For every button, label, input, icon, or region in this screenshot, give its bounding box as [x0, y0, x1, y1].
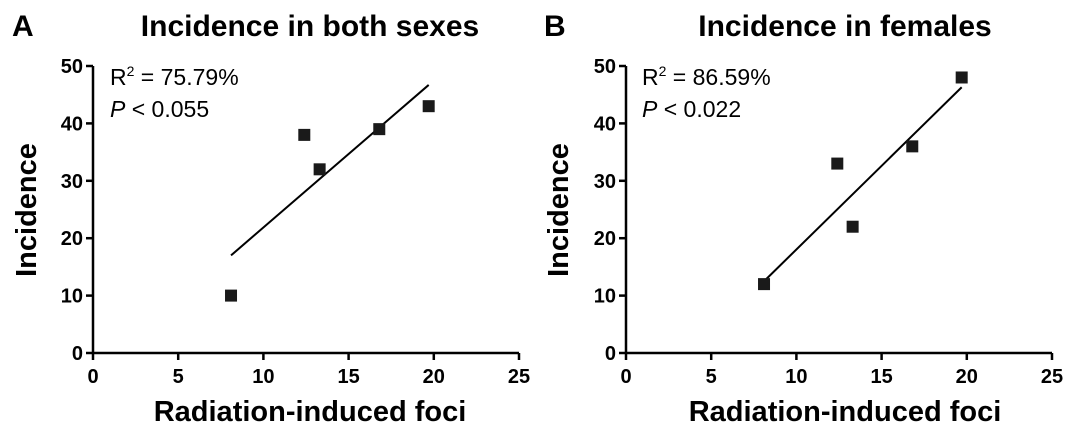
x-tick-label: 25	[1041, 366, 1063, 388]
r-squared-annotation: R2 = 86.59%	[642, 63, 771, 90]
y-tick-label: 50	[61, 56, 83, 78]
x-tick-label: 25	[508, 366, 530, 388]
y-tick-label: 0	[72, 343, 83, 365]
x-tick-label: 5	[706, 366, 717, 388]
panel-letter: B	[544, 10, 566, 43]
y-tick-label: 40	[61, 113, 83, 135]
data-point	[422, 100, 435, 113]
x-tick-label: 0	[620, 366, 631, 388]
x-axis-title: Radiation-induced foci	[154, 396, 467, 428]
data-point	[906, 140, 919, 153]
data-point	[373, 123, 386, 136]
data-point	[846, 220, 859, 233]
x-tick-label: 5	[173, 366, 184, 388]
y-tick-label: 10	[61, 286, 83, 308]
y-tick-label: 20	[594, 228, 616, 250]
chart-title: Incidence in both sexes	[141, 10, 479, 43]
x-tick-label: 10	[785, 366, 807, 388]
x-tick-label: 15	[870, 366, 892, 388]
panel-b: B Incidence in females Incidence Radiati…	[543, 10, 1063, 428]
panel-letter: A	[12, 10, 34, 43]
y-tick-label: 10	[594, 286, 616, 308]
y-tick-label: 40	[594, 113, 616, 135]
y-tick-label: 0	[605, 343, 616, 365]
data-point	[313, 163, 326, 176]
y-tick-label: 30	[61, 171, 83, 193]
data-point	[955, 71, 968, 84]
p-value-annotation: P < 0.055	[110, 96, 209, 122]
p-value-annotation: P < 0.022	[642, 96, 741, 122]
regression-line	[763, 86, 963, 282]
chart-title: Incidence in females	[698, 10, 991, 43]
y-axis-title: Incidence	[11, 143, 43, 277]
x-tick-label: 10	[252, 366, 274, 388]
data-point	[298, 128, 311, 141]
r-squared-annotation: R2 = 75.79%	[110, 63, 239, 90]
data-point	[831, 157, 844, 170]
data-point	[758, 278, 771, 291]
regression-line	[230, 84, 430, 257]
y-tick-label: 20	[61, 228, 83, 250]
panel-a: A Incidence in both sexes Incidence Radi…	[11, 10, 530, 428]
x-tick-label: 20	[956, 366, 978, 388]
y-tick-label: 50	[594, 56, 616, 78]
x-tick-label: 15	[337, 366, 359, 388]
x-tick-label: 0	[87, 366, 98, 388]
y-axis-title: Incidence	[543, 143, 575, 277]
y-tick-label: 30	[594, 171, 616, 193]
x-tick-label: 20	[423, 366, 445, 388]
data-point	[225, 289, 238, 302]
x-axis-title: Radiation-induced foci	[689, 396, 1002, 428]
